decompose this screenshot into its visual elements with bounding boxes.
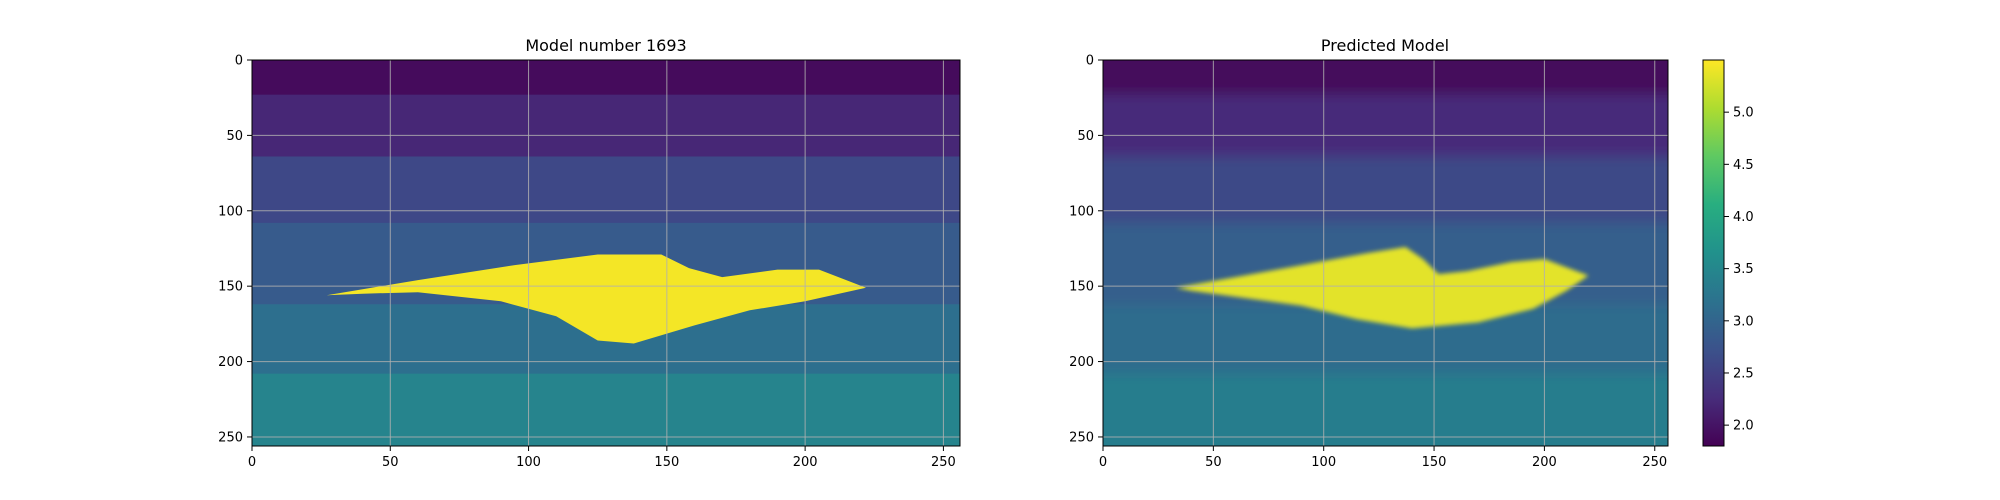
y-tick-label: 50	[1077, 129, 1094, 144]
colorbar: 2.0 2.5 3.0 3.5 4.0 4.5 5.0	[1702, 59, 1754, 447]
x-tick-label: 200	[1532, 455, 1557, 470]
true-model-grid	[252, 60, 960, 446]
colorbar-tick-label: 5.0	[1733, 106, 1754, 121]
layer-band	[1103, 60, 1668, 96]
layer-band	[1103, 156, 1668, 224]
y-tick-label: 0	[1086, 54, 1094, 69]
predicted-model-frame	[1102, 59, 1669, 447]
true-model-panel: Model number 1693 0 50 100 150 200 250 0 50 100…	[218, 36, 961, 470]
x-tick-label: 0	[1099, 455, 1107, 470]
anomaly-body	[326, 254, 866, 344]
predicted-model-layers	[1103, 60, 1668, 446]
predicted-model-x-axis: 0 50 100 150 200 250	[1099, 446, 1667, 470]
true-model-x-axis: 0 50 100 150 200 250	[248, 446, 956, 470]
y-tick-label: 250	[1069, 430, 1094, 445]
layer-band	[252, 60, 960, 96]
colorbar-tick-label: 4.0	[1733, 210, 1754, 225]
x-tick-label: 50	[382, 455, 399, 470]
colorbar-tick-label: 4.5	[1733, 158, 1754, 173]
anomaly-body	[1175, 247, 1589, 329]
x-tick-label: 100	[516, 455, 541, 470]
layer-band	[1103, 373, 1668, 446]
predicted-model-heatmap	[1103, 60, 1668, 446]
x-tick-label: 200	[793, 455, 818, 470]
true-model-layers	[252, 60, 960, 446]
x-tick-label: 250	[931, 455, 956, 470]
true-model-title: Model number 1693	[525, 36, 686, 55]
y-tick-label: 50	[226, 129, 243, 144]
y-tick-label: 100	[218, 204, 243, 219]
layer-band	[1103, 94, 1668, 158]
predicted-model-panel: Predicted Model 0 50 100 150 200 250 0 50 100 15…	[1069, 36, 1669, 470]
y-tick-label: 0	[235, 54, 243, 69]
colorbar-tick-label: 2.0	[1733, 419, 1754, 434]
colorbar-frame	[1702, 59, 1725, 447]
predicted-model-y-axis: 0 50 100 150 200 250	[1069, 54, 1103, 445]
colorbar-ticks: 2.0 2.5 3.0 3.5 4.0 4.5 5.0	[1724, 106, 1754, 434]
colorbar-gradient	[1703, 60, 1724, 446]
colorbar-tick-label: 3.0	[1733, 314, 1754, 329]
y-tick-label: 150	[218, 280, 243, 295]
true-model-frame	[251, 59, 961, 447]
true-model-heatmap	[252, 60, 960, 446]
y-tick-label: 150	[1069, 280, 1094, 295]
predicted-model-grid	[1103, 60, 1668, 446]
colorbar-tick-label: 3.5	[1733, 262, 1754, 277]
x-tick-label: 0	[248, 455, 256, 470]
x-tick-label: 250	[1642, 455, 1667, 470]
colorbar-tick-label: 2.5	[1733, 366, 1754, 381]
y-tick-label: 200	[218, 355, 243, 370]
y-tick-label: 250	[218, 430, 243, 445]
x-tick-label: 150	[1422, 455, 1447, 470]
x-tick-label: 100	[1311, 455, 1336, 470]
x-tick-label: 50	[1205, 455, 1222, 470]
x-tick-label: 150	[654, 455, 679, 470]
predicted-model-anomaly	[1175, 247, 1589, 329]
true-model-anomaly	[326, 254, 866, 344]
layer-band	[252, 94, 960, 158]
predicted-model-title: Predicted Model	[1321, 36, 1449, 55]
layer-band	[252, 373, 960, 446]
true-model-y-axis: 0 50 100 150 200 250	[218, 54, 252, 445]
layer-band	[252, 156, 960, 224]
y-tick-label: 200	[1069, 355, 1094, 370]
y-tick-label: 100	[1069, 204, 1094, 219]
